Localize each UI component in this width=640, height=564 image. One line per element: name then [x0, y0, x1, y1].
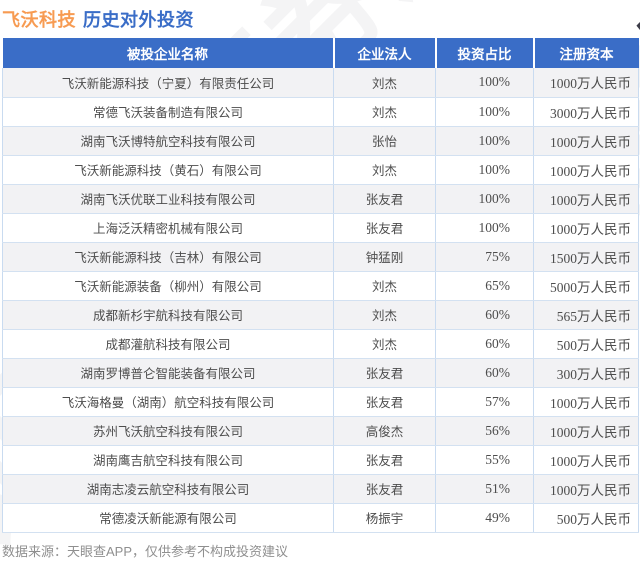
- legal-person-cell: 张友君: [333, 184, 436, 214]
- capital-cell: 1000万人民币: [533, 126, 639, 156]
- company-name-cell: 飞沃新能源装备（柳州）有限公司: [2, 271, 334, 301]
- capital-cell: 500万人民币: [533, 503, 639, 533]
- ratio-cell: 55%: [435, 445, 534, 475]
- company-name-cell: 常德飞沃装备制造有限公司: [2, 97, 334, 127]
- legal-person-cell: 刘杰: [333, 155, 436, 185]
- ratio-cell: 49%: [435, 503, 534, 533]
- legal-person-cell: 高俊杰: [333, 416, 436, 446]
- table-row: 成都灌航科技有限公司 刘杰 60% 500万人民币: [2, 329, 639, 359]
- table-row: 飞沃海格曼（湖南）航空科技有限公司 张友君 57% 1000万人民币: [2, 387, 639, 417]
- company-name-cell: 成都灌航科技有限公司: [2, 329, 334, 359]
- legal-person-cell: 刘杰: [333, 300, 436, 330]
- company-name-cell: 湖南飞沃博特航空科技有限公司: [2, 126, 334, 156]
- table-row: 湖南志凌云航空科技有限公司 张友君 51% 1000万人民币: [2, 474, 639, 504]
- ratio-cell: 100%: [435, 97, 534, 127]
- company-name-cell: 湖南志凌云航空科技有限公司: [2, 474, 334, 504]
- company-name-cell: 湖南飞沃优联工业科技有限公司: [2, 184, 334, 214]
- table-body: 飞沃新能源科技（宁夏）有限责任公司 刘杰 100% 1000万人民币 常德飞沃装备制造有…: [2, 68, 639, 533]
- legal-person-cell: 张友君: [333, 358, 436, 388]
- company-name-cell: 湖南鹰吉航空科技有限公司: [2, 445, 334, 475]
- header-investment-ratio: 投资占比: [434, 38, 534, 68]
- capital-cell: 1000万人民币: [533, 474, 639, 504]
- ratio-cell: 100%: [435, 126, 534, 156]
- table-row: 飞沃新能源科技（黄石）有限公司 刘杰 100% 1000万人民币: [2, 155, 639, 185]
- legal-person-cell: 张友君: [333, 387, 436, 417]
- investment-table: 被投企业名称 企业法人 投资占比 注册资本 飞沃新能源科技（宁夏）有限责任公司刘…: [2, 38, 639, 533]
- table-row: 湖南飞沃博特航空科技有限公司 张怡 100% 1000万人民币: [2, 126, 639, 156]
- company-name-title: 飞沃科技: [2, 10, 76, 30]
- ratio-cell: 100%: [435, 184, 534, 214]
- table-row: 常德凌沃新能源有限公司 杨振宇 49% 500万人民币: [2, 503, 639, 533]
- ratio-cell: 60%: [435, 300, 534, 330]
- table-row: 成都新杉宇航科技有限公司 刘杰 60% 565万人民币: [2, 300, 639, 330]
- capital-cell: 1000万人民币: [533, 445, 639, 475]
- legal-person-cell: 张友君: [333, 445, 436, 475]
- ratio-cell: 57%: [435, 387, 534, 417]
- table-row: 飞沃新能源装备（柳州）有限公司 刘杰 65% 5000万人民币: [2, 271, 639, 301]
- capital-cell: 1000万人民币: [533, 387, 639, 417]
- capital-cell: 1000万人民币: [533, 213, 639, 243]
- company-name-cell: 飞沃新能源科技（宁夏）有限责任公司: [2, 68, 334, 98]
- header-company-name: 被投企业名称: [2, 38, 334, 68]
- ratio-cell: 75%: [435, 242, 534, 272]
- legal-person-cell: 刘杰: [333, 271, 436, 301]
- company-name-cell: 成都新杉宇航科技有限公司: [2, 300, 334, 330]
- legal-person-cell: 张友君: [333, 474, 436, 504]
- company-name-cell: 上海泛沃精密机械有限公司: [2, 213, 334, 243]
- legal-person-cell: 钟猛刚: [333, 242, 436, 272]
- ratio-cell: 51%: [435, 474, 534, 504]
- capital-cell: 565万人民币: [533, 300, 639, 330]
- ratio-cell: 100%: [435, 68, 534, 98]
- ratio-cell: 60%: [435, 358, 534, 388]
- capital-cell: 1500万人民币: [533, 242, 639, 272]
- ratio-cell: 100%: [435, 155, 534, 185]
- legal-person-cell: 刘杰: [333, 97, 436, 127]
- table-row: 飞沃新能源科技（宁夏）有限责任公司 刘杰 100% 1000万人民币: [2, 68, 639, 98]
- ratio-cell: 100%: [435, 213, 534, 243]
- legal-person-cell: 杨振宇: [333, 503, 436, 533]
- table-row: 飞沃新能源科技（吉林）有限公司 钟猛刚 75% 1500万人民币: [2, 242, 639, 272]
- ratio-cell: 60%: [435, 329, 534, 359]
- data-source-note: 数据来源：天眼查APP，仅供参考不构成投资建议: [2, 544, 289, 559]
- legal-person-cell: 张友君: [333, 213, 436, 243]
- company-name-cell: 飞沃海格曼（湖南）航空科技有限公司: [2, 387, 334, 417]
- header-registered-capital: 注册资本: [532, 38, 639, 68]
- legal-person-cell: 刘杰: [333, 329, 436, 359]
- table-header: 被投企业名称 企业法人 投资占比 注册资本: [2, 38, 639, 68]
- page-title: 飞沃科技 历史对外投资: [2, 6, 194, 32]
- company-name-cell: 常德凌沃新能源有限公司: [2, 503, 334, 533]
- table-row: 湖南鹰吉航空科技有限公司 张友君 55% 1000万人民币: [2, 445, 639, 475]
- legal-person-cell: 张怡: [333, 126, 436, 156]
- capital-cell: 5000万人民币: [533, 271, 639, 301]
- table-row: 常德飞沃装备制造有限公司 刘杰 100% 3000万人民币: [2, 97, 639, 127]
- ratio-cell: 65%: [435, 271, 534, 301]
- capital-cell: 1000万人民币: [533, 416, 639, 446]
- capital-cell: 300万人民币: [533, 358, 639, 388]
- capital-cell: 1000万人民币: [533, 184, 639, 214]
- ratio-cell: 56%: [435, 416, 534, 446]
- legal-person-cell: 刘杰: [333, 68, 436, 98]
- report-subtitle: 历史对外投资: [83, 10, 194, 30]
- capital-cell: 500万人民币: [533, 329, 639, 359]
- table-row: 湖南飞沃优联工业科技有限公司 张友君 100% 1000万人民币: [2, 184, 639, 214]
- header-legal-person: 企业法人: [332, 38, 436, 68]
- capital-cell: 1000万人民币: [533, 155, 639, 185]
- company-name-cell: 飞沃新能源科技（黄石）有限公司: [2, 155, 334, 185]
- table-row: 湖南罗博普仑智能装备有限公司 张友君 60% 300万人民币: [2, 358, 639, 388]
- table-row: 上海泛沃精密机械有限公司 张友君 100% 1000万人民币: [2, 213, 639, 243]
- company-name-cell: 飞沃新能源科技（吉林）有限公司: [2, 242, 334, 272]
- capital-cell: 1000万人民币: [533, 68, 639, 98]
- company-name-cell: 苏州飞沃航空科技有限公司: [2, 416, 334, 446]
- table-row: 苏州飞沃航空科技有限公司 高俊杰 56% 1000万人民币: [2, 416, 639, 446]
- capital-cell: 3000万人民币: [533, 97, 639, 127]
- company-name-cell: 湖南罗博普仑智能装备有限公司: [2, 358, 334, 388]
